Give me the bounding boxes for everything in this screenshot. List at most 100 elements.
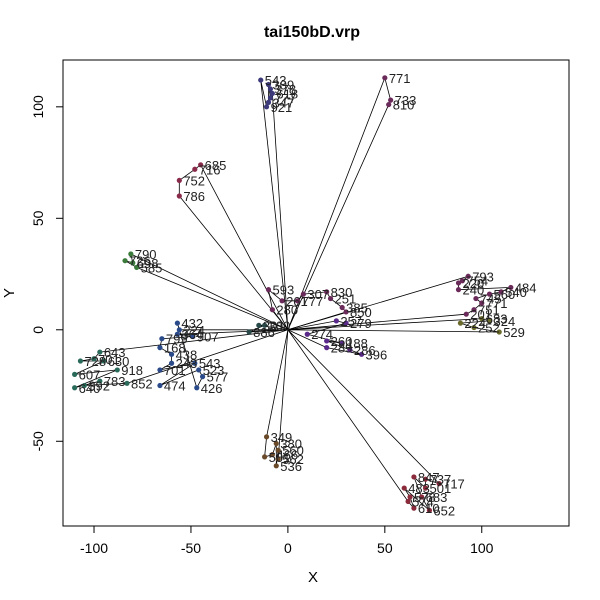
point-southeast-3 (401, 485, 407, 491)
point-label-far-left-1: 701 (98, 352, 120, 367)
point-label-south-5: 562 (282, 452, 304, 467)
point-label-left-cluster-4: 799 (166, 332, 188, 347)
point-label-southeast-7: 574 (412, 494, 434, 509)
point-left-green-0 (128, 251, 134, 257)
point-east-9 (471, 307, 477, 313)
point-label-far-left-2: 728 (84, 354, 106, 369)
point-label-south-4: 501 (269, 450, 291, 465)
y-tick-label-0: -50 (30, 431, 46, 451)
point-label-north-6: 921 (271, 100, 293, 115)
point-far-left-7 (124, 380, 130, 386)
point-label-east-7: 745 (480, 292, 502, 307)
point-left-green-2 (130, 260, 136, 266)
point-label-far-left-8: 640 (79, 381, 101, 396)
point-label-upper-left-0: 685 (205, 158, 227, 173)
x-tick-label-0: -100 (80, 540, 108, 556)
point-center-top-5 (327, 295, 334, 302)
point-label-far-left-5: 607 (79, 367, 101, 382)
point-east-6 (486, 291, 493, 297)
point-label-east-3: 240 (462, 283, 484, 298)
point-south-1 (273, 440, 279, 447)
point-label-center-bottom-6: 257 (340, 314, 362, 329)
point-center-left-0 (256, 322, 262, 328)
point-label-center-bottom-5: 289 (331, 341, 353, 356)
point-east-7 (473, 295, 479, 302)
point-label-left-green-3: 585 (141, 260, 163, 275)
point-label-east-2: 220 (462, 276, 484, 291)
point-left-cluster-8 (192, 360, 198, 366)
point-center-top-0 (265, 287, 272, 293)
point-label-center-top-3: 261 (286, 294, 308, 309)
point-east-olive-2 (457, 320, 464, 326)
point-far-left-8 (72, 385, 78, 391)
point-label-left-cluster-12: 474 (164, 379, 186, 394)
point-label-center-top-8: 280 (276, 303, 298, 318)
point-east-olive-0 (479, 316, 485, 322)
point-label-north-2: 378 (274, 82, 296, 97)
point-left-green-3 (134, 264, 140, 270)
x-tick-label-4: 100 (470, 540, 494, 556)
point-label-center-bottom-4: 396 (366, 347, 388, 362)
point-south-5 (275, 456, 281, 462)
point-east-olive-4 (496, 329, 502, 335)
point-label-center-top-7: 850 (350, 305, 372, 320)
point-label-southeast-4: 501 (430, 481, 452, 496)
point-label-center-top-6: 385 (346, 300, 368, 315)
point-label-center-left-1: 300 (269, 318, 291, 333)
point-left-cluster-7 (168, 360, 175, 366)
point-center-bottom-0 (304, 331, 310, 337)
y-tick-label-1: 0 (30, 326, 46, 334)
point-label-center-bottom-7: 279 (350, 316, 372, 331)
point-east-4 (508, 284, 514, 291)
point-label-east-olive-0: 683 (486, 312, 508, 327)
point-north-6 (263, 104, 270, 110)
point-center-bottom-3 (347, 347, 353, 353)
point-east-10 (463, 311, 469, 317)
point-center-bottom-1 (324, 338, 330, 344)
plot-frame (62, 59, 570, 527)
point-label-left-cluster-0: 432 (181, 316, 203, 331)
point-label-southeast-2: 717 (443, 477, 465, 492)
point-label-left-green-1: 726 (129, 254, 151, 269)
point-south-6 (273, 463, 279, 469)
point-south-2 (275, 447, 281, 453)
point-far-left-0 (97, 349, 103, 355)
point-far-left-6 (97, 378, 103, 384)
point-far-left-3 (101, 358, 107, 364)
point-center-bottom-6 (333, 318, 339, 324)
x-tick-label-1: -50 (181, 540, 201, 556)
point-label-left-cluster-10: 701 (164, 363, 186, 378)
point-label-south-6: 536 (280, 459, 302, 474)
point-label-center-left-0: 301 (263, 318, 285, 333)
point-label-east-olive-1: 324 (494, 314, 516, 329)
point-left-cluster-2 (190, 333, 196, 340)
point-east-olive-3 (471, 324, 477, 331)
point-label-center-top-0: 593 (273, 283, 295, 298)
point-label-southeast-6: 683 (426, 490, 448, 505)
point-label-left-green-0: 790 (135, 247, 157, 262)
point-left-cluster-4 (159, 336, 165, 342)
point-east-3 (455, 287, 462, 293)
data-points (72, 75, 514, 513)
point-northeast-1 (388, 97, 394, 103)
point-far-left-2 (77, 358, 84, 364)
point-left-green-1 (122, 258, 128, 264)
point-label-southeast-9: 652 (433, 503, 455, 518)
chart-title: tai150bD.vrp (264, 24, 360, 41)
point-center-top-3 (279, 298, 285, 304)
point-southeast-6 (419, 494, 425, 500)
point-label-left-cluster-7: 243 (176, 356, 198, 371)
point-label-southeast-8: 610 (418, 501, 440, 516)
point-left-cluster-13 (194, 385, 200, 391)
point-label-center-left-2: 886 (253, 325, 275, 340)
point-north-5 (265, 99, 272, 105)
point-center-top-2 (324, 289, 330, 295)
point-left-cluster-9 (196, 367, 202, 373)
point-southeast-1 (422, 476, 429, 482)
point-label-north-1: 309 (273, 78, 295, 93)
point-label-far-left-4: 918 (121, 363, 143, 378)
point-south-3 (269, 452, 275, 458)
point-left-cluster-11 (199, 374, 206, 380)
point-center-top-8 (269, 307, 275, 313)
